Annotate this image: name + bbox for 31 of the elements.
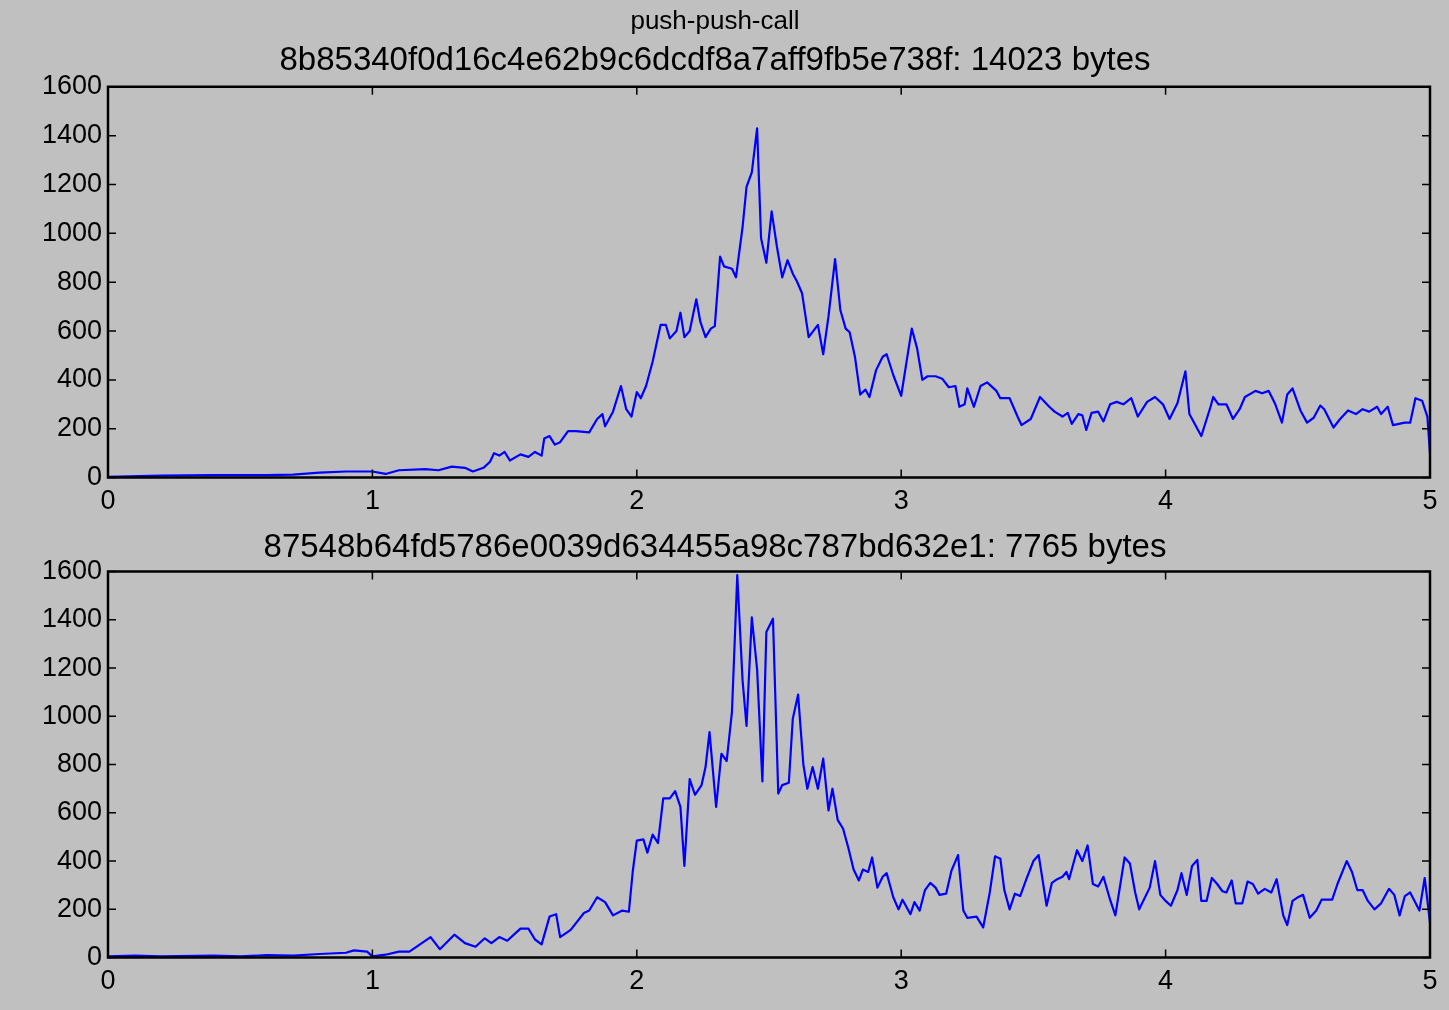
y-tick-label: 1200	[41, 167, 102, 198]
chart-title: push-push-call	[630, 4, 800, 35]
x-tick-label: 2	[629, 485, 645, 516]
x-tick-label: 5	[1422, 485, 1438, 516]
y-tick-label: 600	[56, 314, 102, 345]
y-tick-label: 1600	[41, 70, 102, 101]
y-tick-label: 600	[56, 796, 102, 827]
y-tick-label: 1000	[41, 699, 102, 730]
x-tick-label: 4	[1158, 485, 1174, 516]
x-tick-label: 1	[364, 485, 380, 516]
y-tick-label: 1400	[41, 119, 102, 150]
y-tick-label: 1600	[41, 555, 102, 586]
y-tick-label: 400	[56, 844, 102, 875]
y-tick-label: 200	[56, 892, 102, 923]
y-tick-label: 400	[56, 363, 102, 394]
x-tick-label: 1	[364, 965, 380, 996]
y-tick-label: 800	[56, 748, 102, 779]
x-tick-label: 2	[629, 965, 645, 996]
x-tick-label: 3	[893, 485, 909, 516]
chart-subtitle: 8b85340f0d16c4e62b9c6dcdf8a7aff9fb5e738f: 14023 bytes	[279, 40, 1151, 78]
y-tick-label: 200	[56, 412, 102, 443]
x-tick-label: 5	[1422, 965, 1438, 996]
y-tick-label: 1400	[41, 603, 102, 634]
chart-title: 87548b64fd5786e0039d634455a98c787bd632e1: 7765 bytes	[263, 526, 1167, 564]
y-tick-label: 0	[86, 461, 102, 492]
y-tick-label: 0	[86, 941, 102, 972]
x-tick-label: 3	[893, 965, 909, 996]
x-tick-label: 4	[1158, 965, 1174, 996]
y-tick-label: 1000	[41, 216, 102, 247]
y-tick-label: 1200	[41, 651, 102, 682]
y-tick-label: 800	[56, 265, 102, 296]
